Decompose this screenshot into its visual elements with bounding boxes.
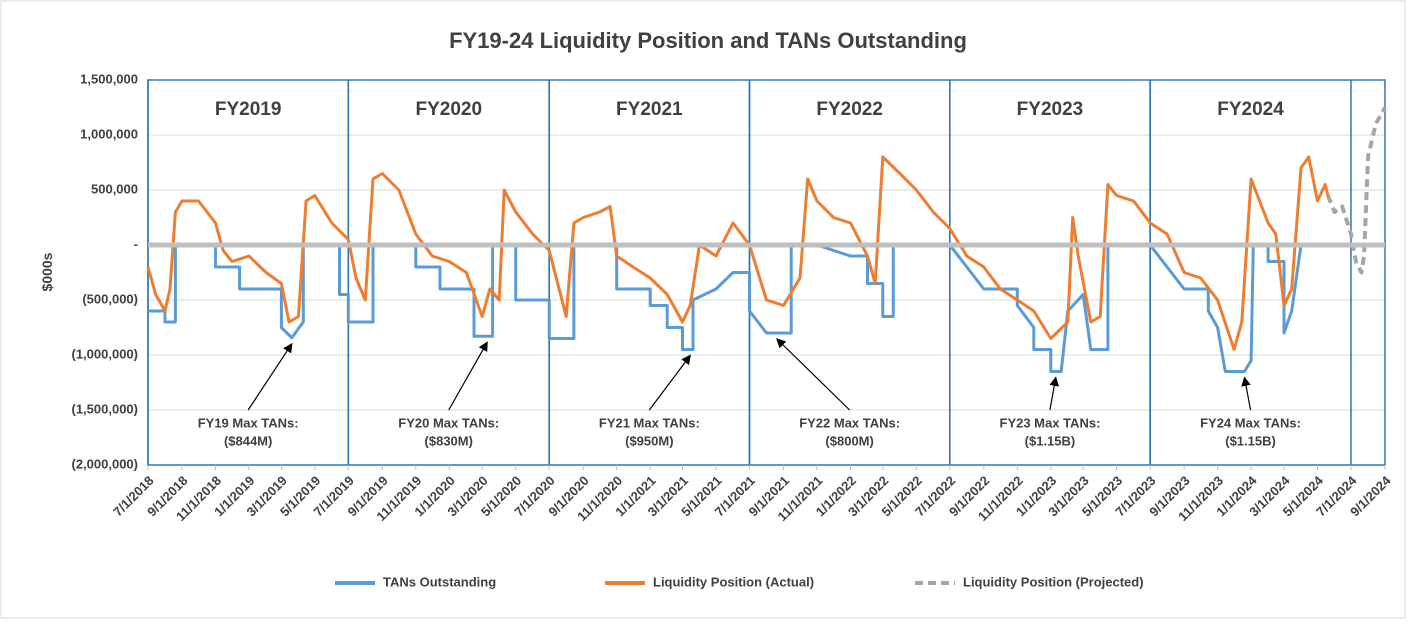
y-tick-label: 500,000 [91,181,138,196]
annotation-text: FY21 Max TANs: [599,415,700,430]
legend-label: Liquidity Position (Projected) [963,574,1144,589]
fiscal-year-label: FY2019 [215,99,282,120]
annotation-value: ($800M) [825,433,873,448]
annotation-text: FY23 Max TANs: [1000,415,1101,430]
y-tick-label: (1,000,000) [72,346,139,361]
y-tick-label: - [134,236,138,251]
annotation-value: ($950M) [625,433,673,448]
annotation-arrow [448,341,488,411]
annotation-arrow [247,342,293,411]
legend-label: TANs Outstanding [383,574,496,589]
series-line [146,155,1330,351]
annotation-value: ($844M) [224,433,272,448]
annotation-arrow [776,338,851,411]
fiscal-year-label: FY2023 [1017,99,1084,120]
annotation-arrow [1241,376,1252,411]
fiscal-year-label: FY2024 [1217,99,1284,120]
annotation-text: FY19 Max TANs: [198,415,299,430]
annotation-text: FY24 Max TANs: [1200,415,1301,430]
chart-title: FY19-24 Liquidity Position and TANs Outs… [449,28,967,53]
annotation-value: ($1.15B) [1025,433,1076,448]
annotation-arrow [1049,376,1059,411]
fiscal-year-label: FY2022 [816,99,883,120]
y-tick-label: (2,000,000) [72,456,139,471]
annotation-value: ($830M) [425,433,473,448]
annotation-text: FY20 Max TANs: [398,415,499,430]
annotation-arrow [648,354,691,411]
y-tick-label: 1,000,000 [80,126,138,141]
y-tick-label: (1,500,000) [72,401,139,416]
fiscal-year-label: FY2020 [415,99,482,120]
y-axis-label: $000s [39,252,55,291]
legend-label: Liquidity Position (Actual) [653,574,814,589]
y-tick-label: 1,500,000 [80,71,138,86]
fiscal-year-label: FY2021 [616,99,683,120]
series-line [148,243,1351,373]
annotation-text: FY22 Max TANs: [799,415,900,430]
annotation-value: ($1.15B) [1225,433,1276,448]
y-tick-label: (500,000) [82,291,138,306]
